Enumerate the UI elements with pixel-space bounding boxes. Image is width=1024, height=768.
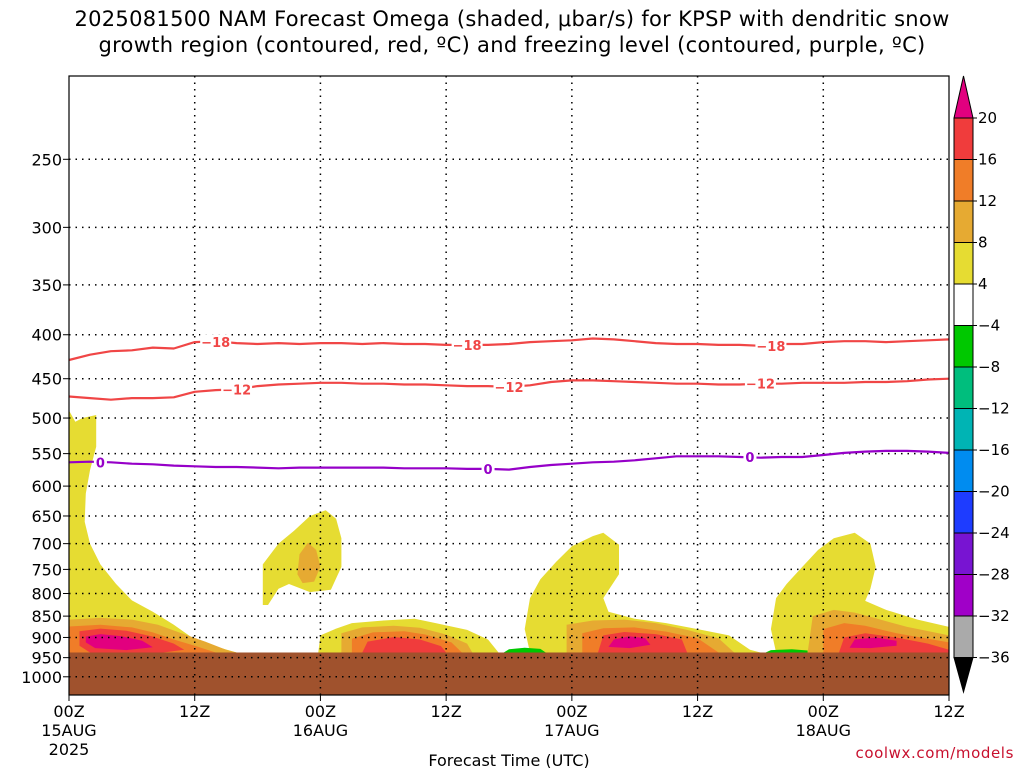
omega-shade-20 <box>608 636 651 649</box>
contour-label: 0 <box>96 456 105 471</box>
ground-fill <box>69 652 949 695</box>
x-tick-label: 12Z <box>179 702 210 721</box>
y-tick-label: 650 <box>31 507 62 526</box>
colorbar-swatch--24 <box>953 532 974 575</box>
x-tick-label: 12Z <box>933 702 964 721</box>
credit-link[interactable]: coolwx.com/models <box>855 744 1014 762</box>
contour-label-bg <box>200 334 232 351</box>
omega-shade--4 <box>503 647 546 653</box>
colorbar-label: −20 <box>978 483 1010 501</box>
colorbar-swatch--28 <box>953 574 974 617</box>
y-tick-label: 300 <box>31 218 62 237</box>
x-tick-label: 00Z <box>808 702 839 721</box>
y-tick-label: 450 <box>31 370 62 389</box>
contour-label: −18 <box>201 336 230 351</box>
omega-shade-16 <box>362 637 447 653</box>
colorbar-swatch-8 <box>953 242 974 285</box>
colorbar-label: 12 <box>978 192 997 210</box>
contour-label-bg <box>451 336 483 353</box>
contour-label: 0 <box>745 451 754 466</box>
colorbar-label: −4 <box>978 317 1000 335</box>
y-tick-label: 600 <box>31 477 62 496</box>
contour-label: 0 <box>484 463 493 478</box>
y-tick-label: 850 <box>31 607 62 626</box>
colorbar-top-arrow <box>953 75 974 119</box>
contour-label: −12 <box>746 378 775 393</box>
title-line-1: 2025081500 NAM Forecast Omega (shaded, μ… <box>74 7 950 31</box>
x-tick-label: 00Z <box>556 702 587 721</box>
contour-label: −18 <box>453 339 482 354</box>
colorbar-swatch-16 <box>953 159 974 202</box>
colorbar-swatch-12 <box>953 200 974 243</box>
axes: 250 300 350 400 450 500 550 600 650 700 750 800 850 9… <box>21 75 965 768</box>
colorbar-swatch-4 <box>953 283 974 326</box>
contour-label: −12 <box>495 381 524 396</box>
x-tick-label: 12Z <box>682 702 713 721</box>
colorbar: 20 16 12 8 4 −4 −8 −12 −16 −20 −24 −28 −32 −36 <box>953 75 1010 694</box>
colorbar-swatch-20 <box>953 117 974 160</box>
contour-label-bg <box>744 375 776 392</box>
x-tick-year: 2025 <box>49 740 90 759</box>
contour-label-bg <box>493 378 525 395</box>
x-tick-label: 00Z <box>53 702 84 721</box>
y-tick-label: 250 <box>31 150 62 169</box>
y-tick-label: 550 <box>31 445 62 464</box>
contour-label-bg <box>755 337 787 354</box>
colorbar-bottom-arrow <box>953 657 974 694</box>
colorbar-label: −24 <box>978 524 1010 542</box>
colorbar-label: −8 <box>978 358 1000 376</box>
colorbar-swatch--32 <box>953 615 974 658</box>
x-tick-date: 18AUG <box>796 721 851 740</box>
colorbar-label: 16 <box>978 151 997 169</box>
y-tick-label: 750 <box>31 560 62 579</box>
colorbar-label: −28 <box>978 566 1010 584</box>
omega-shade-20 <box>849 637 897 649</box>
title-line-2: growth region (contoured, red, ºC) and f… <box>98 33 926 57</box>
colorbar-swatch--12 <box>953 408 974 451</box>
colorbar-swatch--8 <box>953 366 974 409</box>
colorbar-label: 20 <box>978 109 997 127</box>
y-tick-label: 800 <box>31 584 62 603</box>
x-tick-date: 17AUG <box>544 721 599 740</box>
contour-label-bg <box>93 454 107 471</box>
y-tick-label: 500 <box>31 409 62 428</box>
chart-title: 2025081500 NAM Forecast Omega (shaded, μ… <box>0 6 1024 58</box>
contour-label: −18 <box>756 340 785 355</box>
colorbar-label: −16 <box>978 441 1010 459</box>
x-axis-label: Forecast Time (UTC) <box>428 751 589 768</box>
omega-shade-8 <box>297 542 321 584</box>
x-tick-label: 00Z <box>305 702 336 721</box>
colorbar-swatch--4 <box>953 325 974 368</box>
y-tick-label: 350 <box>31 276 62 295</box>
colorbar-label: −12 <box>978 400 1010 418</box>
colorbar-label: 4 <box>978 275 988 293</box>
colorbar-swatch--20 <box>953 491 974 534</box>
y-tick-label: 400 <box>31 326 62 345</box>
y-tick-label: 700 <box>31 535 62 554</box>
colorbar-label: 8 <box>978 234 988 252</box>
contour-label-bg <box>221 381 253 398</box>
contour-lines: −18 −18 −18 −12 −12 −12 0 0 0 <box>68 334 950 478</box>
x-tick-date: 15AUG <box>41 721 96 740</box>
colorbar-label: −32 <box>978 607 1010 625</box>
omega-shading <box>69 410 949 653</box>
x-tick-date: 16AUG <box>293 721 348 740</box>
omega-shade-4 <box>69 410 237 653</box>
y-tick-label: 900 <box>31 628 62 647</box>
contour-0 <box>68 449 950 471</box>
contour-label-bg <box>481 460 495 477</box>
omega-shade--4 <box>765 649 808 653</box>
y-tick-label: 950 <box>31 649 62 668</box>
y-tick-label: 1000 <box>21 668 62 687</box>
contour-label: −12 <box>222 383 251 398</box>
x-tick-label: 12Z <box>430 702 461 721</box>
contour-label-bg <box>743 448 757 465</box>
colorbar-swatch--16 <box>953 449 974 492</box>
colorbar-label: −36 <box>978 649 1010 667</box>
